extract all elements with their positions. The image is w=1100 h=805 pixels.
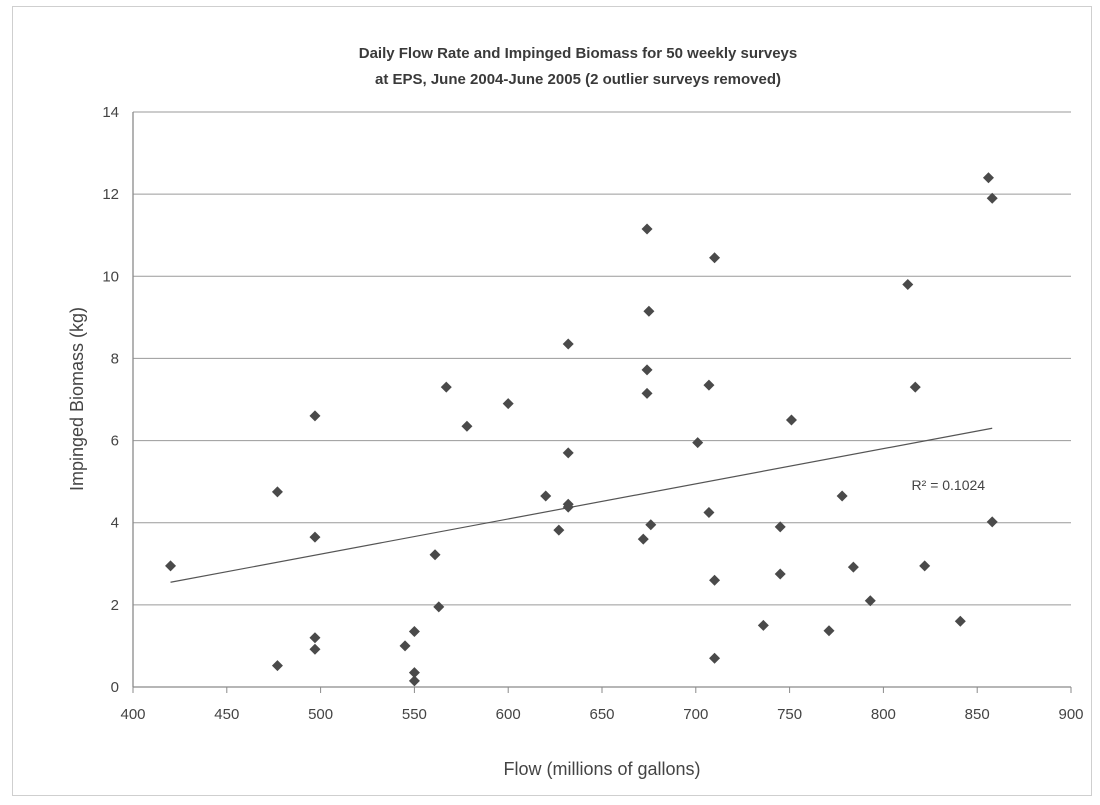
data-point-0 (165, 560, 177, 572)
y-tick-label-4: 8 (111, 350, 119, 367)
data-point-46 (982, 172, 994, 184)
data-point-19 (562, 447, 574, 459)
data-point-36 (774, 568, 786, 580)
x-tick-label-8: 800 (871, 706, 896, 723)
data-point-14 (461, 420, 473, 432)
data-point-35 (774, 521, 786, 533)
x-tick-label-4: 600 (496, 706, 521, 723)
r-squared-annotation: R² = 0.1024 (912, 477, 986, 493)
data-point-42 (902, 279, 914, 290)
x-tick-label-10: 900 (1058, 706, 1083, 723)
data-point-5 (309, 632, 321, 644)
data-point-44 (919, 560, 931, 572)
data-point-22 (637, 533, 649, 545)
data-point-21 (562, 501, 574, 513)
data-point-31 (709, 252, 721, 264)
data-point-11 (429, 549, 441, 561)
data-point-28 (692, 437, 704, 449)
data-point-4 (309, 531, 321, 543)
y-tick-label-0: 0 (111, 679, 119, 696)
data-point-1 (271, 486, 283, 498)
data-point-24 (641, 364, 653, 376)
chart-title-line-1: Daily Flow Rate and Impinged Biomass for… (359, 45, 798, 62)
chart-title-line-2: at EPS, June 2004-June 2005 (2 outlier s… (375, 71, 781, 88)
x-tick-labels: 400 450 500 550 600 650 700 750 800 850 900 (120, 706, 1083, 723)
data-point-7 (399, 640, 411, 652)
data-point-39 (836, 490, 848, 502)
data-point-10 (408, 675, 420, 687)
data-point-40 (847, 561, 859, 573)
trendline (170, 427, 993, 583)
y-axis-label: Impinged Biomass (kg) (67, 307, 87, 491)
data-point-25 (641, 387, 653, 399)
y-tick-labels: 0 2 4 6 8 10 12 14 (102, 104, 119, 696)
x-tick-label-6: 700 (683, 706, 708, 723)
x-tick-label-0: 400 (120, 706, 145, 723)
data-point-16 (540, 490, 552, 502)
x-tick-label-9: 850 (965, 706, 990, 723)
data-point-23 (641, 223, 653, 235)
data-point-41 (864, 595, 876, 607)
data-point-33 (709, 652, 721, 664)
data-point-26 (643, 305, 655, 317)
data-point-12 (433, 601, 445, 613)
y-tick-label-3: 6 (111, 433, 119, 450)
data-point-17 (553, 524, 565, 536)
data-point-32 (709, 574, 721, 586)
data-point-13 (440, 381, 452, 393)
data-point-9 (408, 667, 420, 679)
y-tick-label-6: 12 (102, 186, 119, 203)
data-point-38 (823, 625, 835, 637)
x-axis-label: Flow (millions of gallons) (503, 759, 700, 779)
x-tick-label-5: 650 (589, 706, 614, 723)
x-tick-label-7: 750 (777, 706, 802, 723)
data-point-3 (309, 410, 321, 422)
data-point-2 (271, 660, 283, 672)
x-tick-label-3: 550 (402, 706, 427, 723)
data-point-47 (986, 192, 998, 204)
x-tick-label-2: 500 (308, 706, 333, 723)
x-tick-label-1: 450 (214, 706, 239, 723)
data-point-34 (757, 619, 769, 631)
y-tick-label-7: 14 (102, 104, 119, 121)
data-point-18 (562, 338, 574, 350)
data-point-43 (909, 381, 921, 393)
chart-frame (12, 6, 1092, 796)
trendline-group (170, 427, 993, 583)
data-point-48 (986, 516, 998, 528)
data-point-27 (645, 519, 657, 531)
y-tick-label-5: 10 (102, 268, 119, 285)
data-point-29 (703, 379, 715, 391)
data-point-30 (703, 506, 715, 518)
data-point-6 (309, 643, 321, 655)
data-point-37 (785, 414, 797, 426)
y-tick-label-2: 4 (111, 515, 119, 532)
y-tick-label-1: 2 (111, 597, 119, 614)
data-point-8 (408, 626, 420, 638)
data-point-15 (502, 398, 514, 410)
data-point-45 (954, 615, 966, 627)
gridlines (132, 111, 1072, 693)
data-points (165, 172, 998, 687)
